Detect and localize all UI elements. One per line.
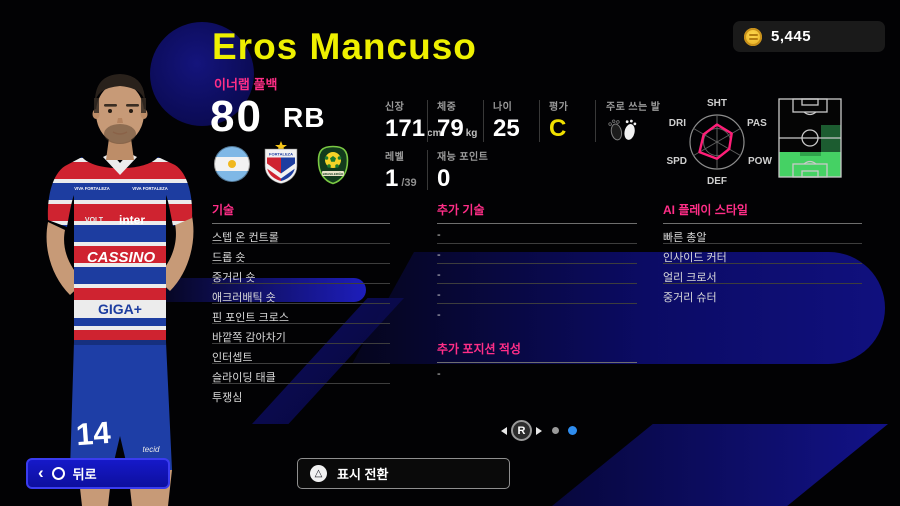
- shorts-brand-text: tecid: [143, 445, 160, 454]
- skill-item[interactable]: 인터셉트: [212, 344, 390, 364]
- jersey-sponsor-cassino: CASSINO: [87, 249, 156, 266]
- skill-item[interactable]: 투쟁심: [212, 392, 243, 404]
- jersey-sponsor-volt: VOLT: [85, 217, 104, 224]
- page-dot-active[interactable]: [568, 426, 577, 435]
- jersey-sponsor-giga: GIGA+: [98, 301, 142, 317]
- ai-playstyle-item[interactable]: 얼리 크로서: [663, 264, 862, 284]
- skill-item[interactable]: 애크러배틱 숏: [212, 284, 390, 304]
- skill-item[interactable]: 핀 포인트 크로스: [212, 304, 390, 324]
- svg-text:PAS: PAS: [747, 118, 767, 129]
- extra-skills-list: -----: [437, 224, 637, 324]
- stat-level: 레벨 1/39: [385, 152, 417, 192]
- extra-skill-slot: -: [437, 264, 637, 284]
- player-render: VIVA FORTALEZA VIVA FORTALEZA VOLT inter…: [46, 74, 194, 506]
- svg-text:DRI: DRI: [669, 118, 686, 129]
- player-role-label: 이너랩 풀백: [214, 77, 278, 92]
- coin-icon: [744, 27, 762, 46]
- extra-position-slot: -: [437, 368, 441, 380]
- svg-text:SHT: SHT: [707, 98, 727, 109]
- coin-counter[interactable]: 5,445: [733, 21, 885, 52]
- pager-left-arrow-icon[interactable]: [501, 426, 507, 435]
- extra-skill-slot: -: [437, 309, 441, 321]
- jersey-collar-text: VIVA FORTALEZA: [132, 186, 168, 191]
- svg-text:SPD: SPD: [666, 156, 687, 167]
- ai-playstyle-item[interactable]: 중거리 슈터: [663, 292, 717, 304]
- bg-slash-shape: [552, 424, 888, 506]
- extra-positions-title: 추가 포지션 적성: [437, 334, 637, 363]
- svg-text:FORTALEZA: FORTALEZA: [269, 152, 293, 157]
- stat-preferred-foot: 주로 쓰는 발: [606, 98, 660, 148]
- coin-amount: 5,445: [771, 28, 812, 45]
- skill-item[interactable]: 바깥쪽 감아차기: [212, 324, 390, 344]
- svg-text:POW: POW: [748, 156, 772, 167]
- stat-age: 나이 25: [493, 102, 520, 142]
- overall-rating: 80: [210, 92, 263, 141]
- svg-text:DEF: DEF: [707, 176, 727, 187]
- extra-skills-title: 추가 기술: [437, 195, 637, 224]
- bg-circle-shape: [150, 22, 254, 126]
- brazil-league-badge: BRASILEIRÃO: [317, 145, 349, 185]
- back-button[interactable]: ‹ 뒤로: [26, 458, 170, 489]
- skills-title: 기술: [212, 195, 390, 224]
- page-dot-inactive[interactable]: [552, 427, 559, 434]
- fortaleza-club-badge: FORTALEZA: [264, 141, 298, 184]
- ai-playstyles-title: AI 플레이 스타일: [663, 195, 862, 224]
- extra-positions-list: -: [437, 363, 637, 383]
- svg-text:BRASILEIRÃO: BRASILEIRÃO: [323, 171, 344, 176]
- triangle-button-icon: △: [310, 465, 327, 482]
- extra-skill-slot: -: [437, 224, 637, 244]
- skill-item[interactable]: 스텝 온 컨트롤: [212, 224, 390, 244]
- shorts-number: 14: [75, 415, 113, 452]
- back-button-label: 뒤로: [72, 467, 97, 482]
- stat-weight: 체중 79 kg: [437, 102, 478, 142]
- chevron-left-icon: ‹: [38, 463, 44, 482]
- extra-skills-section: 추가 기술 -----: [437, 195, 637, 324]
- selected-row-highlight: [140, 278, 366, 302]
- skill-item[interactable]: 드롭 숏: [212, 244, 390, 264]
- skill-item[interactable]: 슬라이딩 태클: [212, 364, 390, 384]
- ai-playstyle-item[interactable]: 빠른 총알: [663, 224, 862, 244]
- extra-skill-slot: -: [437, 284, 637, 304]
- preferred-foot-icon: [608, 119, 637, 141]
- attribute-radar-chart: SHT PAS POW DEF SPD DRI: [666, 98, 772, 187]
- position-label: RB: [283, 102, 326, 133]
- page-title: Eros Mancuso: [212, 26, 477, 67]
- display-toggle-button[interactable]: △ 표시 전환: [297, 458, 510, 489]
- skill-item[interactable]: 중거리 숏: [212, 264, 390, 284]
- stat-grade: 평가 C: [549, 102, 569, 142]
- position-map: [778, 98, 842, 178]
- circle-button-icon: [51, 467, 65, 480]
- extra-skill-slot: -: [437, 244, 637, 264]
- argentina-flag: [214, 146, 250, 182]
- pager-right-arrow-icon[interactable]: [536, 426, 542, 435]
- stat-height: 신장 171 cm: [385, 102, 442, 142]
- bg-band-shape: [352, 252, 885, 364]
- r-button-icon[interactable]: R: [511, 420, 532, 441]
- display-toggle-label: 표시 전환: [337, 467, 389, 482]
- ai-playstyle-item[interactable]: 인사이드 커터: [663, 244, 862, 264]
- stat-talent-points: 재능 포인트 0: [437, 152, 489, 192]
- jersey-sponsor-inter: inter: [119, 213, 145, 227]
- extra-positions-section: 추가 포지션 적성 -: [437, 334, 637, 383]
- page-indicator: R: [501, 420, 577, 441]
- jersey-collar-text: VIVA FORTALEZA: [74, 186, 110, 191]
